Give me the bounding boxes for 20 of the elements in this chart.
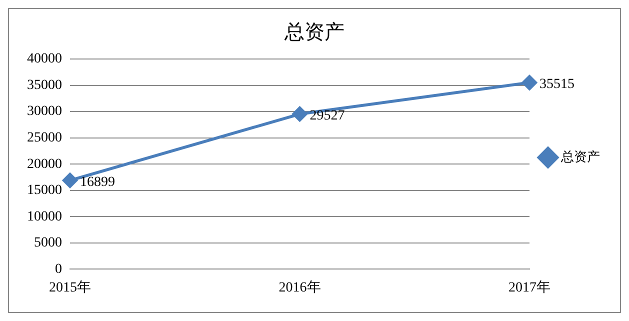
x-tick-label: 2015年: [49, 279, 91, 296]
point: [522, 75, 537, 90]
y-tick-label: 5000: [34, 236, 62, 251]
point: [62, 172, 78, 188]
y-tick-label: 0: [55, 262, 62, 277]
chart-title: 总资产: [284, 22, 344, 44]
data-label: 16899: [80, 175, 115, 190]
data-label: 29527: [310, 108, 345, 124]
x-tick-label: 2017年: [508, 279, 550, 296]
x-tick-label: 2016年: [278, 279, 321, 296]
y-tick-label: 10000: [27, 209, 62, 224]
legend-label: 总资产: [560, 149, 600, 164]
y-tick-label: 30000: [27, 104, 62, 120]
data-label: 35515: [540, 77, 574, 92]
y-tick-label: 15000: [27, 183, 62, 198]
y-tick-label: 25000: [27, 130, 62, 146]
point: [292, 106, 308, 122]
y-tick-label: 40000: [27, 52, 62, 67]
y-tick-label: 20000: [27, 156, 62, 172]
y-tick-label: 35000: [27, 78, 62, 93]
